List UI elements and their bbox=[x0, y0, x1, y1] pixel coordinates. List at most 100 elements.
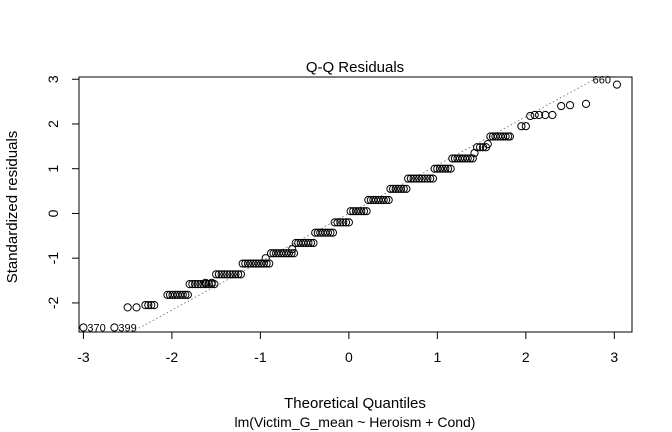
data-point bbox=[228, 270, 237, 279]
data-point bbox=[289, 249, 299, 258]
data-point bbox=[212, 270, 221, 279]
point-label: 370 bbox=[87, 323, 105, 335]
data-point bbox=[565, 101, 575, 110]
data-point bbox=[238, 259, 247, 268]
data-point bbox=[341, 218, 351, 227]
data-point bbox=[349, 207, 358, 216]
data-point bbox=[396, 184, 406, 193]
data-point bbox=[446, 164, 455, 173]
data-point bbox=[287, 249, 296, 258]
data-point bbox=[435, 164, 445, 173]
data-point bbox=[389, 184, 398, 193]
data-point bbox=[391, 184, 400, 193]
data-point bbox=[384, 195, 393, 205]
data-point bbox=[234, 270, 243, 279]
y-axis-label: Standardized residuals bbox=[4, 131, 21, 284]
data-point bbox=[231, 270, 240, 279]
data-point bbox=[246, 259, 255, 268]
data-point bbox=[404, 174, 413, 183]
data-point bbox=[309, 238, 318, 248]
data-point bbox=[328, 228, 338, 237]
data-point bbox=[394, 184, 403, 193]
data-point bbox=[339, 218, 348, 227]
data-point bbox=[79, 323, 88, 332]
data-point bbox=[141, 301, 150, 310]
x-tick-label: -3 bbox=[77, 349, 90, 365]
data-point bbox=[225, 270, 235, 279]
data-point bbox=[557, 101, 566, 111]
data-point bbox=[257, 259, 266, 268]
data-point bbox=[254, 259, 263, 268]
data-point bbox=[476, 143, 485, 152]
data-point bbox=[470, 148, 479, 158]
data-point bbox=[441, 164, 450, 173]
qq-reference-line bbox=[130, 77, 600, 332]
data-point bbox=[346, 207, 355, 216]
data-point bbox=[402, 184, 411, 193]
data-point bbox=[251, 259, 261, 268]
data-point bbox=[223, 270, 232, 279]
data-point bbox=[438, 164, 447, 173]
data-point bbox=[415, 174, 424, 183]
data-point bbox=[534, 110, 544, 120]
data-point bbox=[243, 259, 253, 268]
data-point bbox=[426, 174, 435, 183]
data-point bbox=[183, 290, 192, 299]
data-point bbox=[428, 174, 438, 183]
data-point bbox=[430, 164, 439, 173]
data-point bbox=[443, 164, 453, 173]
data-point bbox=[326, 228, 335, 237]
data-point bbox=[110, 323, 119, 332]
point-label: 660 bbox=[593, 75, 611, 87]
data-point bbox=[181, 290, 190, 299]
data-point bbox=[466, 154, 475, 163]
y-tick-label: 3 bbox=[45, 75, 61, 83]
y-tick-label: 2 bbox=[45, 120, 61, 128]
y-tick-label: 0 bbox=[45, 209, 61, 217]
data-point bbox=[581, 99, 591, 108]
data-point bbox=[406, 174, 415, 183]
data-point bbox=[423, 174, 432, 183]
data-point bbox=[362, 207, 371, 216]
data-point bbox=[399, 184, 408, 193]
data-point bbox=[433, 164, 442, 173]
data-point bbox=[468, 154, 477, 163]
y-tick-label: -2 bbox=[45, 296, 61, 309]
data-point bbox=[288, 245, 297, 254]
data-point bbox=[420, 174, 429, 183]
data-point bbox=[191, 280, 200, 289]
data-point bbox=[354, 207, 363, 216]
data-point bbox=[409, 174, 418, 183]
x-tick-label: 0 bbox=[345, 349, 353, 365]
data-point bbox=[501, 132, 510, 141]
data-point bbox=[259, 259, 269, 268]
data-point bbox=[144, 301, 153, 310]
data-point bbox=[241, 259, 250, 268]
y-tick-label: -1 bbox=[45, 252, 61, 265]
data-point bbox=[323, 228, 332, 237]
data-point bbox=[330, 218, 339, 227]
data-point bbox=[379, 195, 388, 205]
data-point bbox=[359, 207, 369, 216]
x-tick-label: 2 bbox=[522, 349, 530, 365]
data-point bbox=[220, 270, 229, 279]
data-point bbox=[150, 301, 159, 310]
data-point bbox=[336, 218, 345, 227]
data-point bbox=[207, 278, 216, 287]
data-point bbox=[412, 174, 421, 183]
points-layer bbox=[79, 80, 622, 332]
point-label: 399 bbox=[118, 323, 136, 335]
data-point bbox=[417, 174, 427, 183]
data-point bbox=[517, 122, 526, 131]
data-point bbox=[548, 110, 557, 120]
x-tick-label: 3 bbox=[610, 349, 618, 365]
data-point bbox=[344, 218, 353, 227]
data-point bbox=[612, 80, 622, 89]
data-point bbox=[193, 280, 202, 289]
data-point bbox=[217, 270, 226, 279]
data-point bbox=[123, 303, 132, 312]
x-tick-label: -2 bbox=[166, 349, 179, 365]
chart-subtitle: lm(Victim_G_mean ~ Heroism + Cond) bbox=[235, 414, 476, 430]
